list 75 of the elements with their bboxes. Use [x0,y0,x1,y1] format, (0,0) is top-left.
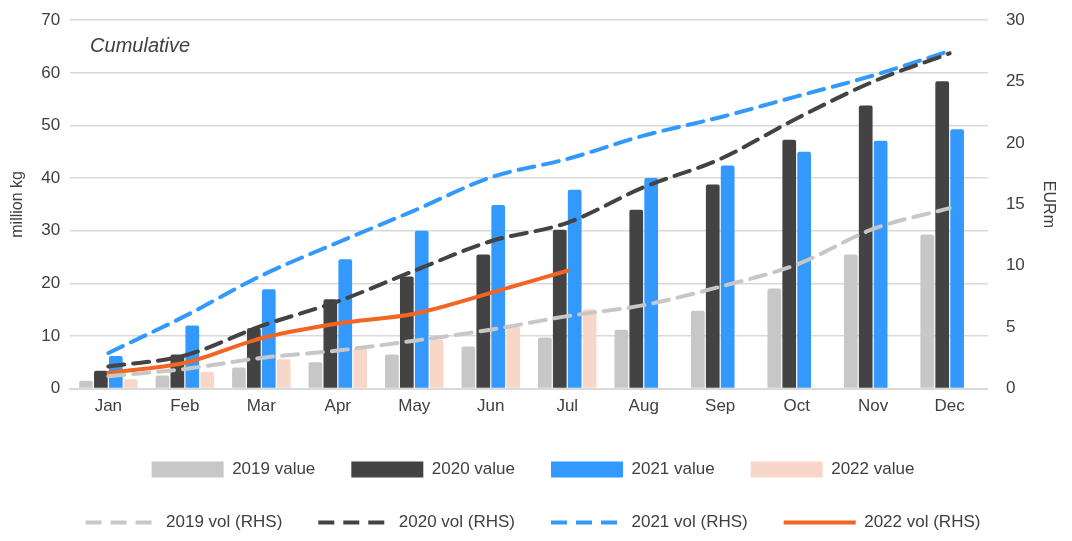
bar [232,367,246,388]
legend-label: 2020 value [431,459,516,479]
bar [552,229,567,388]
bar [79,380,93,388]
line-series [106,268,570,375]
bar [353,348,368,388]
bar [261,289,276,388]
y2-tick-label: 5 [1005,316,1016,336]
y2-tick-label: 0 [1005,378,1016,398]
x-tick-label: Oct [783,396,811,416]
y-tick-label: 10 [41,325,61,345]
x-tick-label: Feb [170,396,200,416]
x-tick-label: Apr [324,396,352,416]
annotation: Cumulative [90,33,191,56]
legend-label: 2021 value [631,459,715,479]
bar [429,339,444,388]
bar [308,362,323,388]
bar [582,309,597,388]
x-tick-label: Nov [858,396,889,416]
y-tick-label: 0 [50,378,61,398]
bar [720,165,735,388]
bar [338,259,353,388]
legend-label: 2022 value [831,459,915,479]
bar [629,209,644,388]
bar [873,140,888,388]
y2-tick-label: 20 [1005,132,1025,152]
legend-label: 2020 vol (RHS) [398,512,516,532]
x-tick-label: Mar [246,396,277,416]
x-tick-label: Jan [94,396,123,416]
legend-label: 2019 value [232,459,316,479]
bar [782,139,797,388]
legend-label: 2022 vol (RHS) [864,512,981,532]
bar [614,329,629,388]
y-tick-label: 20 [41,273,61,293]
bar [705,184,720,388]
y2-axis-title: EURm [1040,180,1058,228]
x-tick-label: Sep [705,396,736,416]
y2-tick-label: 25 [1005,71,1025,91]
bar [276,359,291,388]
bar [797,151,811,388]
bar [858,105,873,388]
y2-tick-label: 30 [1005,9,1025,29]
y-tick-label: 60 [41,62,61,82]
x-tick-label: Aug [628,396,659,416]
y2-tick-label: 15 [1005,194,1025,214]
bar [935,81,950,388]
bar [538,337,552,388]
bar [385,354,399,388]
bar [414,230,429,388]
y-tick-label: 70 [41,9,61,29]
bar [200,371,215,388]
y-tick-label: 50 [41,115,61,135]
bar [506,325,520,388]
bar [690,310,705,388]
y-tick-label: 40 [41,167,61,187]
x-tick-label: Jul [556,396,579,416]
x-tick-label: May [398,396,431,416]
bar [843,254,858,388]
bar [123,379,138,388]
y-axis-title: million kg [8,171,26,238]
bar [950,129,964,388]
bar [920,234,935,388]
y-tick-label: 30 [41,220,61,240]
bar [94,370,108,388]
bar [567,189,582,388]
x-tick-label: Jun [477,396,505,416]
bar [644,178,659,388]
bar [767,288,782,388]
x-tick-label: Dec [934,396,966,416]
bar [491,204,506,388]
legend-label: 2021 vol (RHS) [631,512,748,532]
bar [461,346,476,388]
legend-label: 2019 vol (RHS) [166,512,283,532]
y2-tick-label: 10 [1005,255,1025,275]
bar [476,254,491,388]
